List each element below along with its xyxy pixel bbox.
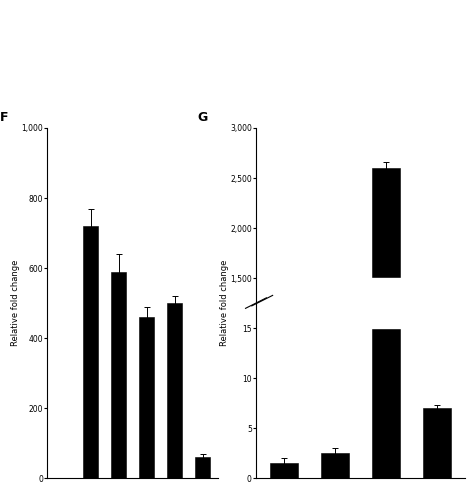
Bar — [422, 408, 450, 478]
Bar — [195, 457, 210, 478]
Bar — [321, 453, 349, 478]
Text: G: G — [198, 112, 208, 125]
Bar — [256, 278, 465, 328]
Bar — [167, 303, 182, 478]
Y-axis label: Relative fold change: Relative fold change — [219, 260, 228, 346]
Bar — [83, 226, 99, 478]
Bar — [270, 463, 298, 478]
Y-axis label: Relative fold change: Relative fold change — [11, 260, 20, 346]
Bar — [139, 317, 155, 478]
Bar — [111, 271, 127, 478]
Bar — [372, 168, 400, 478]
Text: F: F — [0, 112, 8, 125]
